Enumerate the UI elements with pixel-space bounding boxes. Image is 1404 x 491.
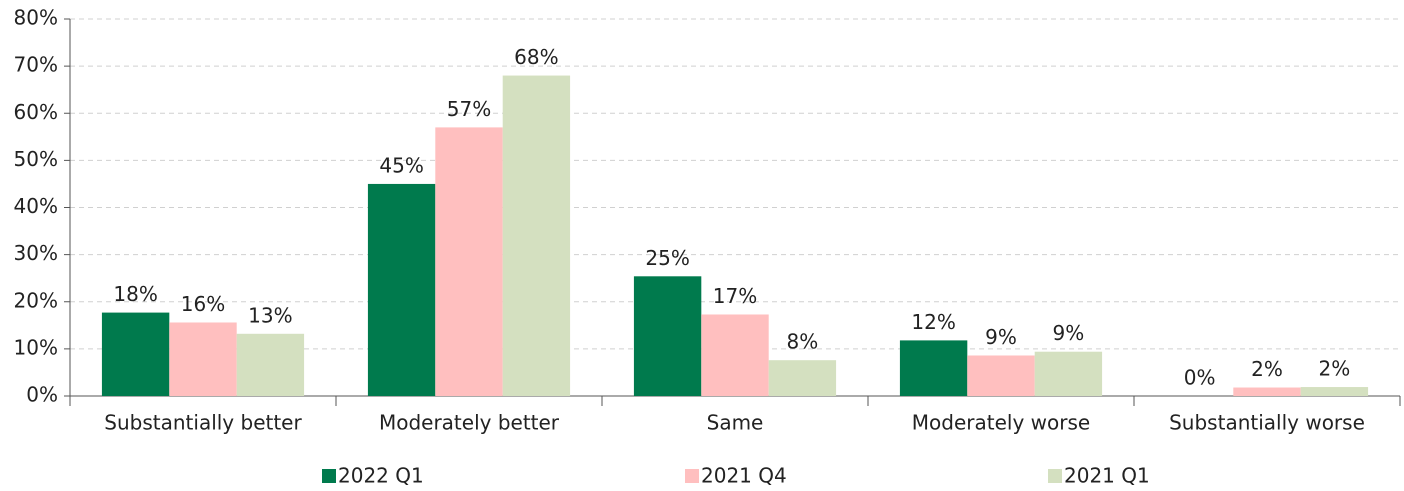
- bar: [169, 322, 237, 396]
- bar: [768, 360, 837, 396]
- data-label: 25%: [645, 246, 689, 270]
- data-label: 13%: [248, 303, 292, 327]
- y-tick-label: 60%: [14, 100, 58, 124]
- legend-swatch: [685, 469, 699, 483]
- y-tick-label: 20%: [14, 288, 58, 312]
- bar: [101, 312, 170, 396]
- y-tick-label: 30%: [14, 241, 58, 265]
- x-tick-label: Substantially worse: [1169, 411, 1365, 435]
- y-tick-label: 40%: [14, 194, 58, 218]
- bar: [502, 75, 571, 397]
- x-tick-label: Moderately worse: [912, 411, 1090, 435]
- x-tick-label: Same: [707, 411, 764, 435]
- data-label: 45%: [379, 153, 423, 177]
- bar: [367, 183, 436, 396]
- legend-label: 2021 Q1: [1064, 464, 1150, 488]
- data-label: 17%: [713, 284, 757, 308]
- data-label: 8%: [787, 330, 819, 354]
- data-label: 68%: [514, 45, 558, 69]
- data-label: 9%: [1053, 321, 1085, 345]
- legend-swatch: [1048, 469, 1062, 483]
- bar: [967, 355, 1035, 396]
- data-label: 16%: [181, 292, 225, 316]
- bar: [236, 333, 305, 396]
- bar: [633, 276, 702, 396]
- y-tick-label: 50%: [14, 147, 58, 171]
- x-tick-label: Substantially better: [104, 411, 302, 435]
- y-tick-label: 10%: [14, 335, 58, 359]
- data-label: 57%: [447, 97, 491, 121]
- y-tick-label: 80%: [14, 6, 58, 30]
- bar: [1300, 387, 1369, 396]
- legend-label: 2022 Q1: [338, 464, 424, 488]
- data-label: 18%: [113, 282, 157, 306]
- data-label: 2%: [1319, 357, 1351, 381]
- data-label: 9%: [985, 325, 1017, 349]
- x-tick-label: Moderately better: [379, 411, 560, 435]
- y-tick-label: 70%: [14, 53, 58, 77]
- data-label: 0%: [1184, 366, 1216, 390]
- legend-label: 2021 Q4: [701, 464, 787, 488]
- bar: [1034, 351, 1103, 396]
- data-label: 12%: [911, 310, 955, 334]
- bar: [1233, 387, 1301, 396]
- bar: [435, 127, 503, 396]
- y-tick-label: 0%: [26, 383, 58, 407]
- data-label: 2%: [1251, 357, 1283, 381]
- bar: [899, 340, 968, 396]
- bar: [701, 314, 769, 396]
- legend-swatch: [322, 469, 336, 483]
